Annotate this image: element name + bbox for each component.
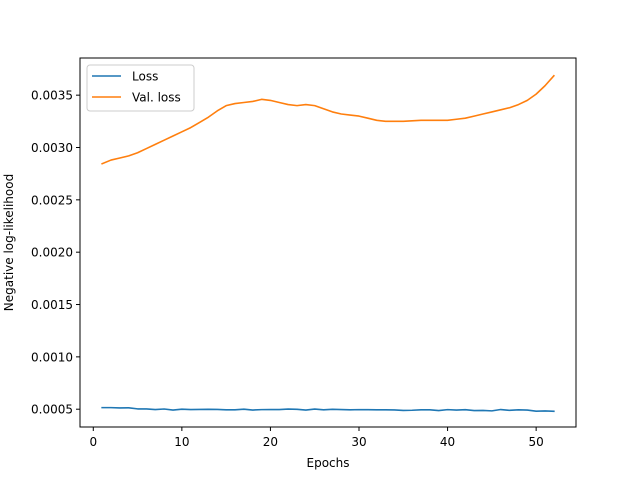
x-axis: 0 10 20 30 40 50 (89, 427, 544, 449)
y-axis-label: Negative log-likelihood (2, 174, 16, 311)
x-tick-label: 0 (89, 435, 97, 449)
y-tick-label: 0.0030 (31, 141, 73, 155)
x-tick-label: 40 (440, 435, 455, 449)
x-tick-label: 30 (351, 435, 366, 449)
y-tick-label: 0.0020 (31, 246, 73, 260)
legend-label-loss: Loss (132, 70, 158, 84)
x-tick-label: 50 (529, 435, 544, 449)
y-tick-label: 0.0015 (31, 298, 73, 312)
y-tick-label: 0.0010 (31, 350, 73, 364)
legend: Loss Val. loss (86, 64, 195, 112)
y-axis: 0.0005 0.0010 0.0015 0.0020 0.0025 0.0030 0.00… (31, 89, 80, 417)
x-tick-label: 20 (263, 435, 278, 449)
x-axis-label: Epochs (307, 456, 350, 470)
y-tick-label: 0.0035 (31, 89, 73, 103)
x-tick-label: 10 (174, 435, 189, 449)
y-tick-label: 0.0005 (31, 403, 73, 417)
series-line-loss (101, 406, 555, 413)
legend-label-val-loss: Val. loss (132, 91, 181, 105)
plot-frame (79, 57, 577, 428)
y-tick-label: 0.0025 (31, 193, 73, 207)
series-layer (101, 74, 555, 413)
series-line-val-loss (101, 74, 555, 165)
